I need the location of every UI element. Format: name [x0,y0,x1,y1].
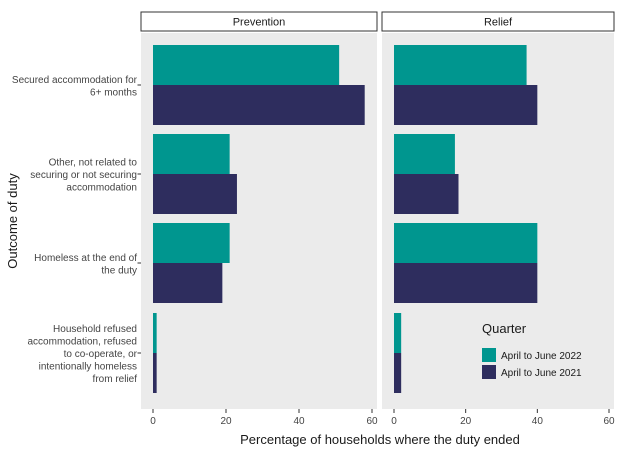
relief-bar-2022-cat1 [394,45,527,85]
y-category-label: Other, not related to [49,158,138,169]
relief-bar-2021-cat1 [394,85,538,125]
prevention-bar-2022-cat2 [153,134,230,174]
prevention-bar-2022-cat1 [153,45,340,85]
relief-bar-2022-cat4 [394,313,402,353]
relief-bar-2021-cat4 [394,353,402,393]
y-category-label: from relief [93,374,138,385]
y-category-label: the duty [101,265,137,276]
relief-x-tick-label: 20 [460,416,472,427]
y-category-label: Homeless at the end of [34,253,137,264]
prevention-x-tick-label: 0 [150,416,156,427]
relief-facet-label: Relief [484,17,513,29]
y-axis-title: Outcome of duty [5,173,20,269]
x-axis-title: Percentage of households where the duty … [240,432,520,447]
legend-label-2022: April to June 2022 [501,351,582,362]
relief-x-tick-label: 0 [391,416,397,427]
relief-bar-2022-cat3 [394,223,538,263]
y-category-label: 6+ months [90,87,137,98]
relief-bar-2021-cat2 [394,174,459,214]
legend-swatch-2022 [482,348,496,362]
relief-bar-2022-cat2 [394,134,455,174]
y-category-label: accommodation [66,183,137,194]
prevention-x-tick-label: 20 [220,416,232,427]
legend-swatch-2021 [482,365,496,379]
relief-bar-2021-cat3 [394,263,538,303]
prevention-bar-2021-cat4 [153,353,157,393]
prevention-bar-2021-cat1 [153,85,365,125]
prevention-facet-strip [140,11,378,32]
prevention-bar-2022-cat3 [153,223,230,263]
prevention-bar-2022-cat4 [153,313,157,353]
y-category-label: intentionally homeless [39,362,137,373]
relief-facet-strip [381,11,615,32]
relief-x-tick-label: 40 [532,416,544,427]
legend-title: Quarter [482,321,527,336]
prevention-x-tick-label: 60 [366,416,378,427]
y-category-label: securing or not securing [30,170,137,181]
relief-x-tick-label: 60 [603,416,615,427]
legend-label-2021: April to June 2021 [501,368,582,379]
prevention-bar-2021-cat3 [153,263,223,303]
y-category-label: Household refused [53,324,137,335]
prevention-x-tick-label: 40 [293,416,305,427]
prevention-facet-label: Prevention [233,17,286,29]
y-category-label: accommodation, refused [27,337,137,348]
prevention-bar-2021-cat2 [153,174,237,214]
y-category-label: to co-operate, or [64,349,138,360]
y-category-label: Secured accommodation for [12,75,138,86]
